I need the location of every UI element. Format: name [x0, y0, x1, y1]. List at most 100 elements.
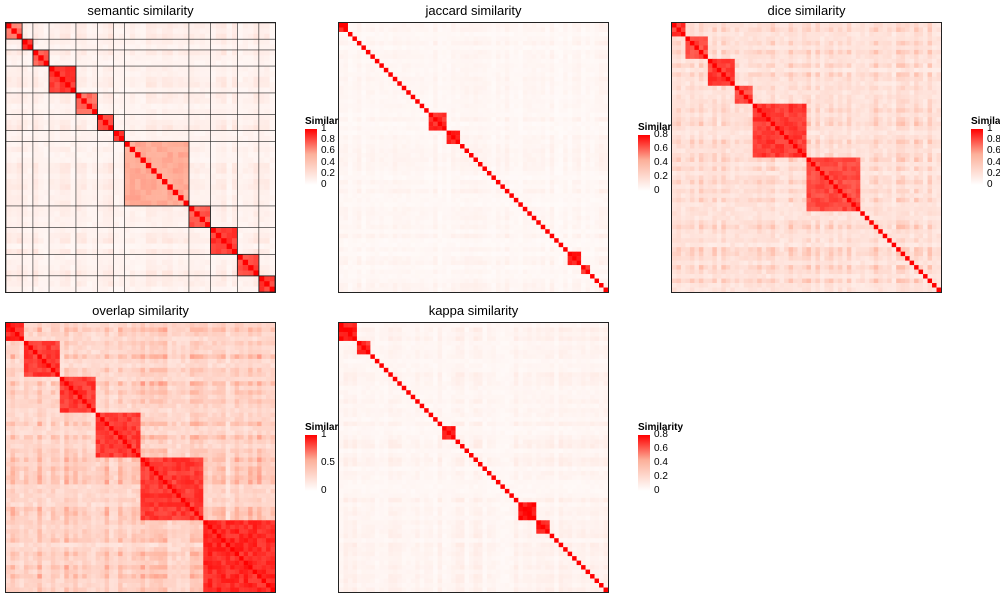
- heatmap-cell: [581, 193, 586, 199]
- heatmap-cell: [188, 211, 195, 217]
- heatmap-cell: [231, 98, 238, 104]
- heatmap-cell: [563, 23, 568, 28]
- heatmap-cell: [558, 126, 564, 131]
- heatmap-cell: [451, 108, 456, 113]
- heatmap-cell: [513, 40, 519, 46]
- heatmap-cell: [49, 141, 55, 148]
- heatmap-cell: [482, 202, 488, 208]
- heatmap-cell: [156, 119, 163, 126]
- heatmap-cell: [518, 45, 524, 51]
- heatmap-cell: [108, 200, 114, 207]
- heatmap-cell: [370, 148, 376, 154]
- heatmap-cell: [129, 238, 136, 244]
- heatmap-cell: [433, 148, 438, 154]
- heatmap-cell: [32, 216, 39, 223]
- heatmap-cell: [253, 173, 260, 180]
- heatmap-cell: [188, 119, 195, 126]
- heatmap-cell: [210, 98, 217, 104]
- heatmap-cell: [156, 243, 163, 250]
- heatmap-cell: [205, 275, 211, 282]
- heatmap-cell: [572, 135, 577, 140]
- heatmap-cell: [554, 144, 559, 149]
- heatmap-cell: [522, 108, 528, 113]
- heatmap-cell: [75, 87, 82, 94]
- heatmap-cell: [237, 109, 244, 115]
- heatmap-cell: [178, 125, 184, 131]
- heatmap-cell: [54, 248, 61, 255]
- heatmap-cell: [248, 76, 254, 83]
- heatmap-cell: [215, 66, 222, 72]
- heatmap-cell: [536, 148, 542, 154]
- heatmap-cell: [473, 188, 479, 194]
- heatmap-cell: [11, 222, 18, 228]
- heatmap-cell: [554, 63, 559, 69]
- heatmap-cell: [97, 248, 104, 255]
- heatmap-cell: [221, 259, 227, 266]
- heatmap-cell: [486, 166, 492, 172]
- heatmap-cell: [572, 58, 577, 64]
- heatmap-cell: [339, 161, 344, 167]
- heatmap-cell: [215, 119, 222, 126]
- heatmap-cell: [151, 44, 157, 51]
- heatmap-cell: [558, 49, 564, 55]
- heatmap-cell: [464, 72, 470, 78]
- heatmap-cell: [531, 49, 537, 55]
- heatmap-cell: [118, 254, 125, 261]
- heatmap-cell: [347, 27, 353, 33]
- heatmap-cell: [572, 153, 577, 158]
- heatmap-cell: [379, 36, 385, 42]
- heatmap-cell: [92, 66, 98, 72]
- heatmap-cell: [388, 54, 394, 60]
- heatmap-cell: [442, 63, 447, 69]
- heatmap-cell: [442, 108, 447, 113]
- heatmap-cell: [415, 99, 420, 104]
- heatmap-cell: [522, 135, 528, 140]
- heatmap-cell: [178, 49, 184, 56]
- heatmap-cell: [145, 98, 152, 104]
- heatmap-cell: [205, 205, 211, 212]
- heatmap-cell: [118, 222, 125, 228]
- heatmap-cell: [38, 216, 44, 223]
- heatmap-cell: [415, 188, 420, 194]
- heatmap-cell: [361, 81, 367, 87]
- heatmap-cell: [590, 188, 595, 194]
- heatmap-cell: [156, 76, 163, 83]
- heatmap-cell: [54, 82, 61, 88]
- heatmap-cell: [135, 211, 141, 217]
- heatmap-cell: [210, 259, 217, 266]
- heatmap-cell: [258, 248, 265, 255]
- heatmap-cell: [264, 281, 270, 287]
- heatmap-cell: [221, 55, 227, 61]
- heatmap-cell: [361, 161, 367, 167]
- heatmap-cell: [188, 265, 195, 271]
- heatmap-cell: [572, 31, 577, 37]
- heatmap-cell: [145, 243, 152, 250]
- heatmap-cell: [424, 188, 429, 194]
- heatmap-cell: [419, 45, 425, 51]
- heatmap-cell: [129, 55, 136, 61]
- heatmap-cell: [242, 270, 249, 277]
- heatmap-cell: [92, 265, 98, 271]
- heatmap-cell: [124, 23, 131, 29]
- heatmap-cell: [162, 23, 168, 29]
- heatmap-cell: [43, 189, 50, 196]
- heatmap-cell: [199, 82, 206, 88]
- heatmap-cell: [554, 85, 559, 91]
- heatmap-cell: [545, 135, 551, 140]
- heatmap-cell: [567, 36, 573, 42]
- heatmap-cell: [554, 139, 559, 145]
- heatmap-cell: [118, 141, 125, 148]
- heatmap-cell: [49, 259, 55, 266]
- heatmap-cell: [32, 152, 39, 158]
- heatmap-cell: [599, 157, 604, 163]
- heatmap-cell: [92, 184, 98, 191]
- heatmap-cell: [460, 139, 465, 145]
- heatmap-cell: [406, 94, 412, 100]
- heatmap-cell: [210, 66, 217, 72]
- heatmap-cell: [194, 195, 200, 201]
- heatmap-cell: [460, 117, 465, 122]
- heatmap-cell: [558, 72, 564, 78]
- heatmap-cell: [215, 125, 222, 131]
- heatmap-cell: [27, 92, 34, 99]
- heatmap-cell: [473, 76, 479, 82]
